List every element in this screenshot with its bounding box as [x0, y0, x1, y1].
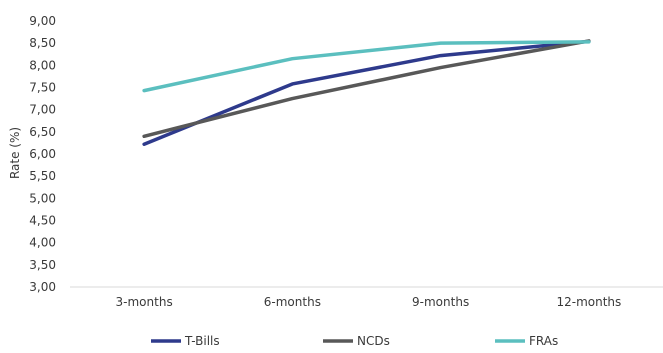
x-tick-label: 3-months [116, 295, 173, 309]
legend-label-fras: FRAs [529, 334, 558, 348]
y-tick-label: 3,00 [29, 280, 56, 294]
x-tick-label: 9-months [412, 295, 469, 309]
y-tick-label: 9,00 [29, 14, 56, 28]
x-axis-ticks: 3-months 6-months 9-months 12-months [116, 295, 622, 309]
y-tick-label: 3,50 [29, 258, 56, 272]
legend: T-Bills NCDs FRAs [151, 334, 558, 348]
y-tick-label: 6,00 [29, 147, 56, 161]
series-line-ncds [142, 39, 591, 139]
y-tick-label: 7,00 [29, 103, 56, 117]
y-tick-label: 5,50 [29, 169, 56, 183]
y-tick-label: 8,50 [29, 36, 56, 50]
y-tick-label: 7,50 [29, 81, 56, 95]
y-axis-ticks: 9,00 8,50 8,00 7,50 7,00 6,50 6,00 5,50 5,00 4,50… [29, 14, 56, 294]
legend-label-t-bills: T-Bills [184, 334, 220, 348]
y-tick-label: 6,50 [29, 125, 56, 139]
y-tick-label: 8,00 [29, 58, 56, 72]
series-line-fras [142, 40, 591, 93]
y-tick-label: 4,00 [29, 236, 56, 250]
legend-label-ncds: NCDs [357, 334, 390, 348]
series-layer [142, 39, 591, 146]
y-axis-title: Rate (%) [8, 127, 22, 179]
y-tick-label: 5,00 [29, 191, 56, 205]
y-tick-label: 4,50 [29, 214, 56, 228]
series-line-t-bills [142, 39, 591, 146]
x-tick-label: 12-months [556, 295, 621, 309]
x-tick-label: 6-months [264, 295, 321, 309]
